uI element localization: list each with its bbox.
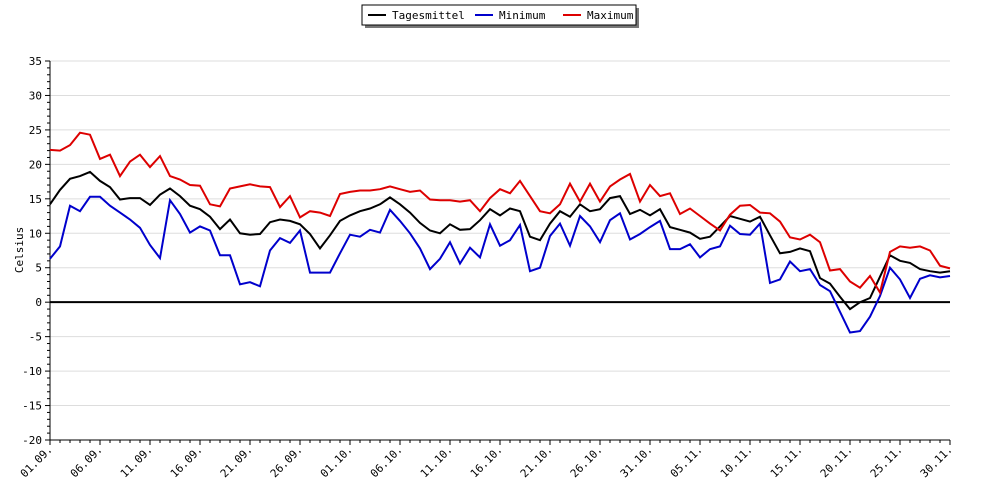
y-tick-label: 25 bbox=[29, 124, 42, 137]
y-axis: -20 -15 -10 -5 0 5 10 15 20 25 30 35 bbox=[22, 55, 51, 447]
y-tick-label: -10 bbox=[22, 365, 42, 378]
series-line-minimum bbox=[49, 195, 951, 334]
y-tick-label: 0 bbox=[35, 296, 42, 309]
y-tick-label: -5 bbox=[29, 331, 42, 344]
legend-label-minimum: Minimum bbox=[499, 9, 546, 22]
series-line-maximum bbox=[49, 131, 951, 296]
legend: Tagesmittel Minimum Maximum bbox=[361, 4, 639, 28]
y-tick-label: 10 bbox=[29, 227, 42, 240]
legend-label-tagesmittel: Tagesmittel bbox=[392, 9, 465, 22]
y-tick-label: 20 bbox=[29, 158, 42, 171]
y-axis-title: Celsius bbox=[13, 227, 26, 273]
series-lines bbox=[49, 131, 951, 334]
legend-label-maximum: Maximum bbox=[587, 9, 634, 22]
y-tick-label: -15 bbox=[22, 400, 42, 413]
y-tick-label: -20 bbox=[22, 434, 42, 447]
series-line-tagesmittel bbox=[49, 170, 951, 311]
y-tick-label: 15 bbox=[29, 193, 42, 206]
y-tick-label: 35 bbox=[29, 55, 42, 68]
y-tick-label: 30 bbox=[29, 89, 42, 102]
legend-box bbox=[361, 4, 637, 26]
y-tick-label: 5 bbox=[35, 262, 42, 275]
